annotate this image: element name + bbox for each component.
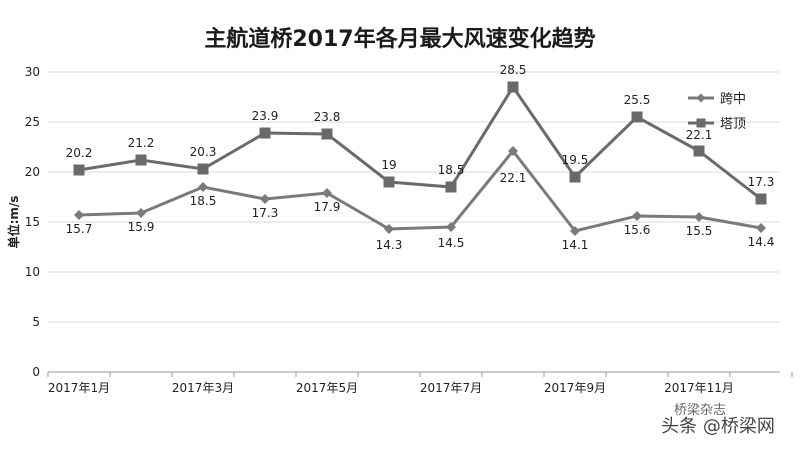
data-label: 20.3 bbox=[190, 145, 217, 159]
data-label: 21.2 bbox=[128, 136, 155, 150]
data-point-square bbox=[135, 154, 147, 166]
data-label: 15.5 bbox=[686, 224, 713, 238]
data-label: 23.9 bbox=[252, 109, 279, 123]
legend-label: 跨中 bbox=[720, 92, 746, 107]
data-label: 18.5 bbox=[190, 194, 217, 208]
data-label: 28.5 bbox=[500, 63, 527, 77]
data-point-diamond bbox=[384, 224, 394, 234]
data-point-square bbox=[631, 111, 643, 123]
x-tick-label: 2017年3月 bbox=[172, 381, 234, 395]
data-label: 25.5 bbox=[624, 93, 651, 107]
y-tick-label: 30 bbox=[25, 65, 40, 79]
series-kuazhong bbox=[74, 146, 766, 236]
data-label: 17.3 bbox=[252, 206, 279, 220]
data-label: 14.4 bbox=[748, 235, 775, 249]
data-point-square bbox=[755, 193, 767, 205]
y-tick-label: 10 bbox=[25, 265, 40, 279]
data-point-square bbox=[259, 127, 271, 139]
gridlines bbox=[48, 71, 780, 323]
y-tick-label: 25 bbox=[25, 115, 40, 129]
data-label: 15.6 bbox=[624, 223, 651, 237]
legend-swatch-diamond bbox=[696, 93, 706, 103]
series-line bbox=[78, 84, 762, 201]
legend-item: 塔顶 bbox=[688, 117, 746, 132]
series-layer bbox=[73, 81, 767, 236]
data-point-square bbox=[693, 145, 705, 157]
data-point-diamond bbox=[570, 226, 580, 236]
legend-swatch-square bbox=[696, 118, 706, 128]
data-label: 15.7 bbox=[66, 222, 93, 236]
x-tick-label: 2017年9月 bbox=[544, 381, 606, 395]
y-tick-label: 20 bbox=[25, 165, 40, 179]
data-label: 18.5 bbox=[438, 163, 465, 177]
y-tick-label: 15 bbox=[25, 215, 40, 229]
y-tick-label: 0 bbox=[32, 365, 40, 379]
data-point-square bbox=[507, 81, 519, 93]
data-point-diamond bbox=[136, 208, 146, 218]
data-point-diamond bbox=[322, 188, 332, 198]
data-label: 22.1 bbox=[686, 128, 713, 142]
x-tick-label: 2017年11月 bbox=[664, 381, 734, 395]
data-label: 15.9 bbox=[128, 220, 155, 234]
data-label: 14.5 bbox=[438, 236, 465, 250]
data-label: 17.3 bbox=[748, 175, 775, 189]
watermark-line1: 头条 @桥梁网 bbox=[661, 416, 775, 437]
data-point-square bbox=[197, 163, 209, 175]
data-label: 23.8 bbox=[314, 110, 341, 124]
legend-item: 跨中 bbox=[688, 92, 746, 107]
x-tick-label: 2017年5月 bbox=[296, 381, 358, 395]
data-label: 19.5 bbox=[562, 153, 589, 167]
x-tick-label: 2017年1月 bbox=[48, 381, 110, 395]
data-label: 14.1 bbox=[562, 238, 589, 252]
data-point-square bbox=[321, 128, 333, 140]
data-label: 17.9 bbox=[314, 200, 341, 214]
data-point-diamond bbox=[694, 212, 704, 222]
y-axis-title: 单位:m/s bbox=[6, 196, 21, 249]
data-point-square bbox=[383, 176, 395, 188]
axes: 0 5 10 15 20 25 30 2017年1月 2017年3月 2017年5月 2017年7月… bbox=[25, 65, 793, 395]
data-label: 19 bbox=[381, 158, 396, 172]
data-point-diamond bbox=[508, 146, 518, 156]
data-point-square bbox=[445, 181, 457, 193]
chart-title: 主航道桥2017年各月最大风速变化趋势 bbox=[204, 26, 595, 52]
watermark-line2: 桥梁杂志 bbox=[674, 403, 726, 418]
series-line bbox=[78, 148, 762, 233]
data-point-diamond bbox=[756, 223, 766, 233]
data-point-diamond bbox=[446, 222, 456, 232]
y-tick-label: 5 bbox=[32, 315, 40, 329]
x-tick-label: 2017年7月 bbox=[420, 381, 482, 395]
legend-label: 塔顶 bbox=[720, 117, 746, 132]
data-point-diamond bbox=[632, 211, 642, 221]
data-label: 22.1 bbox=[500, 171, 527, 185]
data-label: 14.3 bbox=[376, 238, 403, 252]
series-tading bbox=[73, 81, 767, 205]
data-label: 20.2 bbox=[66, 146, 93, 160]
data-point-diamond bbox=[198, 182, 208, 192]
watermark: 桥梁杂志 头条 @桥梁网 bbox=[661, 403, 775, 437]
data-point-diamond bbox=[260, 194, 270, 204]
data-point-square bbox=[73, 164, 85, 176]
data-point-diamond bbox=[74, 210, 84, 220]
data-point-square bbox=[569, 171, 581, 183]
data-labels: 15.7 15.9 18.5 17.3 17.9 14.3 14.5 22.1 14.1 15.6… bbox=[66, 63, 775, 252]
